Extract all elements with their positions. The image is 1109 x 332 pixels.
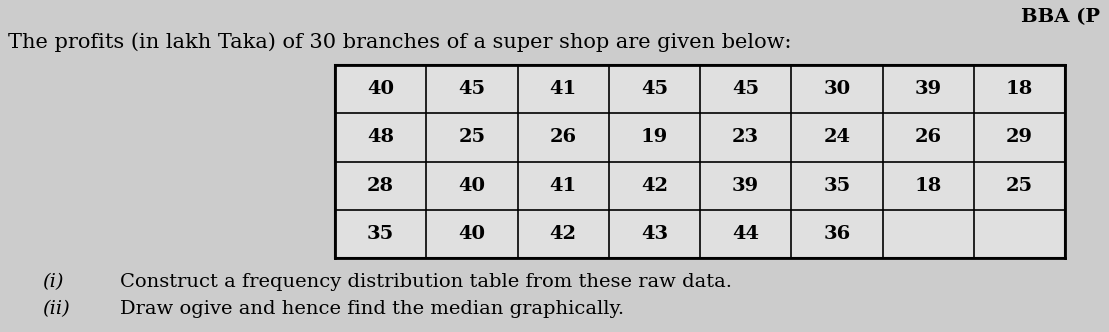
Text: 42: 42 [550,225,577,243]
Text: 45: 45 [732,80,760,98]
Text: (ii): (ii) [42,300,70,318]
Text: Construct a frequency distribution table from these raw data.: Construct a frequency distribution table… [120,273,732,291]
Text: 45: 45 [641,80,668,98]
Text: 43: 43 [641,225,668,243]
Text: 35: 35 [823,177,851,195]
Text: 19: 19 [641,128,668,146]
Text: 39: 39 [732,177,760,195]
Text: 36: 36 [823,225,851,243]
Text: 28: 28 [367,177,394,195]
Text: 42: 42 [641,177,668,195]
Text: 40: 40 [367,80,394,98]
Text: 18: 18 [1006,80,1032,98]
Text: 44: 44 [732,225,760,243]
Text: 29: 29 [1006,128,1032,146]
Text: (i): (i) [42,273,63,291]
Text: 30: 30 [823,80,851,98]
Text: The profits (in lakh Taka) of 30 branches of a super shop are given below:: The profits (in lakh Taka) of 30 branche… [8,32,792,52]
Text: 40: 40 [458,177,486,195]
Bar [335,65,1065,258]
Text: 39: 39 [915,80,942,98]
Text: 40: 40 [458,225,486,243]
Text: 41: 41 [549,80,577,98]
Text: 35: 35 [367,225,395,243]
Text: 25: 25 [458,128,486,146]
Text: 41: 41 [549,177,577,195]
Text: 24: 24 [823,128,851,146]
Text: BBA (P: BBA (P [1021,8,1100,26]
Text: 23: 23 [732,128,760,146]
Text: 48: 48 [367,128,394,146]
Text: 26: 26 [550,128,577,146]
Text: 26: 26 [915,128,942,146]
Text: 25: 25 [1006,177,1032,195]
Text: 45: 45 [458,80,486,98]
Text: 18: 18 [915,177,942,195]
Text: Draw ogive and hence find the median graphically.: Draw ogive and hence find the median gra… [120,300,624,318]
